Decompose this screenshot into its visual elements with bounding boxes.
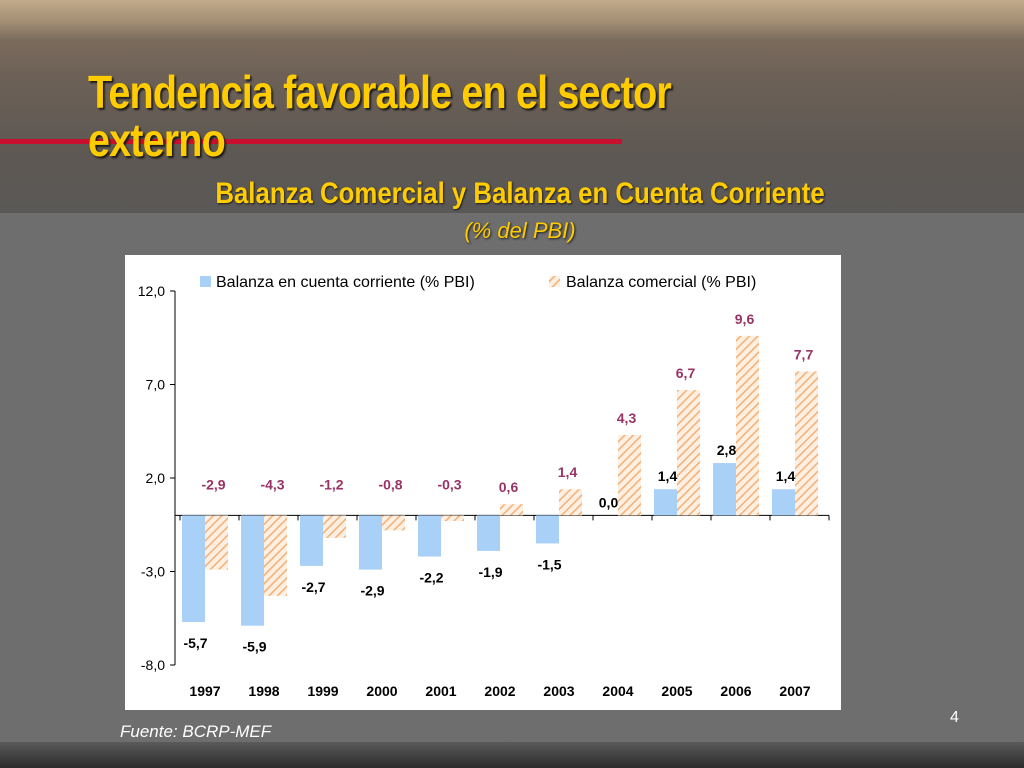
x-category-label: 2004 xyxy=(602,683,633,699)
bar-trade-balance xyxy=(500,504,523,516)
bar-chart: 12,0 7,0 2,0 -3,0 -8,0 1997 -5,7 -2,9 1998 -5,9 -4… xyxy=(138,274,830,699)
data-label-trade-balance: 6,7 xyxy=(676,365,696,381)
data-label-trade-balance: 0,6 xyxy=(499,479,519,495)
bar-current-account xyxy=(359,515,382,570)
y-tick-label: -8,0 xyxy=(141,657,165,673)
data-label-trade-balance: 1,4 xyxy=(558,464,578,480)
x-category-label: 1998 xyxy=(248,683,279,699)
y-tick-label: 2,0 xyxy=(146,470,166,486)
bar-trade-balance xyxy=(441,515,464,522)
bar-trade-balance xyxy=(205,515,228,570)
page-title: Tendencia favorable en el sector externo xyxy=(88,66,672,166)
header-sky-image xyxy=(0,0,1024,40)
data-label-current-account: 2,8 xyxy=(717,442,737,458)
bar-current-account xyxy=(536,515,559,544)
data-label-current-account: 1,4 xyxy=(658,468,678,484)
x-category-label: 2003 xyxy=(543,683,574,699)
chart-subtitle: (% del PBI) xyxy=(464,218,576,243)
chart-panel: 12,0 7,0 2,0 -3,0 -8,0 1997 -5,7 -2,9 1998 -5,9 -4… xyxy=(125,255,841,710)
data-label-current-account: -1,9 xyxy=(478,564,502,580)
source-note: Fuente: BCRP-MEF xyxy=(120,722,272,741)
footer-band xyxy=(0,742,1024,768)
x-category-label: 1999 xyxy=(307,683,338,699)
data-label-trade-balance: -0,3 xyxy=(437,476,461,492)
data-label-trade-balance: -0,8 xyxy=(378,476,402,492)
bar-current-account xyxy=(300,515,323,566)
x-category-label: 2002 xyxy=(484,683,515,699)
x-category-label: 2007 xyxy=(779,683,810,699)
y-tick-label: -3,0 xyxy=(141,564,165,580)
bar-trade-balance xyxy=(736,335,759,516)
bar-trade-balance xyxy=(618,434,641,516)
bar-current-account xyxy=(713,463,736,516)
bar-trade-balance xyxy=(264,515,287,596)
data-label-current-account: -2,2 xyxy=(419,570,443,586)
data-label-current-account: -2,9 xyxy=(360,583,384,599)
data-label-current-account: 0,0 xyxy=(599,494,619,510)
bar-trade-balance xyxy=(677,390,700,516)
legend-label-trade-balance: Balanza comercial (% PBI) xyxy=(566,274,756,291)
data-label-current-account: -5,9 xyxy=(242,639,266,655)
y-tick-label: 12,0 xyxy=(138,283,165,299)
chart-title: Balanza Comercial y Balanza en Cuenta Co… xyxy=(215,177,825,210)
x-category-label: 2000 xyxy=(366,683,397,699)
x-category-label: 1997 xyxy=(189,683,220,699)
page-number: 4 xyxy=(950,709,959,726)
legend-swatch-current-account xyxy=(200,276,211,287)
header-banner xyxy=(0,0,1024,213)
data-label-trade-balance: -1,2 xyxy=(319,476,343,492)
x-category-label: 2005 xyxy=(661,683,692,699)
bar-current-account xyxy=(182,515,205,622)
bar-trade-balance xyxy=(323,515,346,538)
legend-label-current-account: Balanza en cuenta corriente (% PBI) xyxy=(216,274,475,291)
bar-trade-balance xyxy=(795,371,818,516)
data-label-trade-balance: -2,9 xyxy=(201,476,225,492)
x-category-label: 2006 xyxy=(720,683,751,699)
bar-current-account xyxy=(477,515,500,551)
bar-current-account xyxy=(241,515,264,626)
title-underline xyxy=(0,139,622,144)
data-label-current-account: 1,4 xyxy=(776,468,796,484)
data-label-current-account: -5,7 xyxy=(183,635,207,651)
data-label-trade-balance: 9,6 xyxy=(735,311,755,327)
bar-current-account xyxy=(654,489,677,516)
data-label-trade-balance: 4,3 xyxy=(617,410,637,426)
data-label-current-account: -2,7 xyxy=(301,579,325,595)
data-label-trade-balance: -4,3 xyxy=(260,476,284,492)
x-category-label: 2001 xyxy=(425,683,456,699)
data-label-current-account: -1,5 xyxy=(537,556,561,572)
bar-trade-balance xyxy=(382,515,405,531)
data-label-trade-balance: 7,7 xyxy=(794,346,814,362)
bar-current-account xyxy=(772,489,795,516)
y-tick-label: 7,0 xyxy=(146,377,166,393)
bar-current-account xyxy=(418,515,441,557)
legend-swatch-trade-balance xyxy=(549,276,560,287)
bar-trade-balance xyxy=(559,489,582,516)
